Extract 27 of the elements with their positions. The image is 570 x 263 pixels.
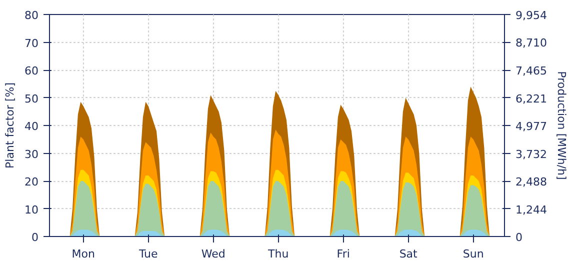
x-tick-label: Sun <box>462 248 484 260</box>
x-tick-label: Fri <box>336 248 350 260</box>
y2-tick-label: 1,244 <box>516 203 547 216</box>
y-tick-label: 0 <box>32 231 38 244</box>
y-tick-label: 10 <box>24 203 39 216</box>
x-tick-label: Wed <box>201 248 226 260</box>
y-tick-label: 60 <box>24 64 39 78</box>
y2-axis-title: Production [MWh/h] <box>554 71 568 180</box>
y2-tick-label: 8,710 <box>516 36 547 50</box>
y-tick-label: 30 <box>24 148 39 161</box>
y2-tick-label: 4,977 <box>516 120 547 133</box>
y2-tick-label: 0 <box>516 231 522 244</box>
y2-tick-label: 6,221 <box>516 92 547 106</box>
x-tick-label: Thu <box>267 248 289 260</box>
y-tick-label: 20 <box>24 176 39 188</box>
x-tick-label: Tue <box>138 248 158 260</box>
y2-tick-label: 7,465 <box>516 64 547 78</box>
x-tick-label: Mon <box>72 248 95 260</box>
x-tick-label: Sat <box>399 248 418 260</box>
y2-tick-label: 2,488 <box>516 176 547 189</box>
y-tick-label: 50 <box>24 92 39 106</box>
y2-tick-label: 3,732 <box>516 148 547 161</box>
y-tick-label: 70 <box>24 36 39 50</box>
y-tick-label: 40 <box>24 120 39 133</box>
y-axis-title: Plant factor [%] <box>4 82 17 168</box>
y-tick-label: 80 <box>24 9 39 22</box>
y2-tick-label: 9,954 <box>516 9 547 22</box>
